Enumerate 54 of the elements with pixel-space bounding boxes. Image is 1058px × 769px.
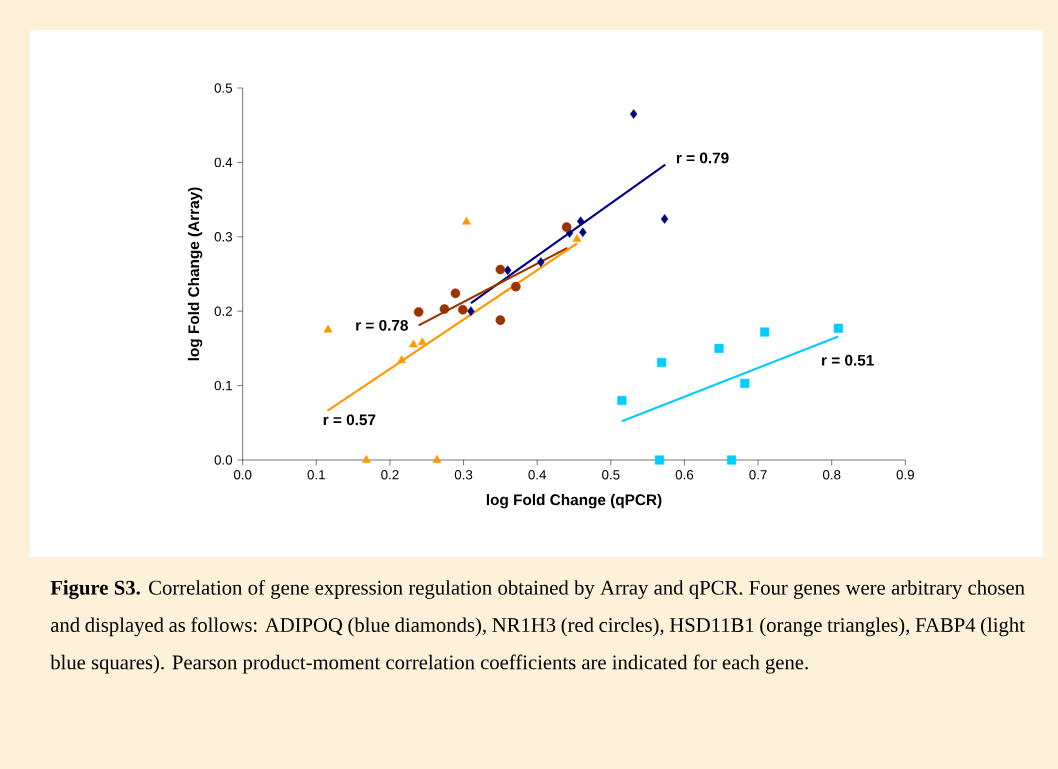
point [458,304,468,315]
y-tick-label: 0.2 [214,306,232,316]
point [432,454,442,463]
x-tick-label: 0.8 [822,470,841,480]
y-tick-label: 0.4 [214,157,233,168]
point [654,455,664,465]
point [833,323,843,333]
point [727,455,737,465]
x-tick-label: 0.0 [233,470,252,480]
x-tick-label: 0.2 [381,470,399,480]
point [467,306,475,316]
y-tick-label: 0.3 [214,232,233,242]
point [417,337,427,346]
y-axis-title: log Fold Change (Array) [187,187,203,361]
point [572,233,582,242]
point [760,327,770,337]
x-tick-label: 0.7 [749,470,767,480]
point [450,288,461,299]
x-axis-title: log Fold Change (qPCR) [486,493,662,509]
point [361,454,371,463]
point [660,214,669,224]
point [576,216,585,226]
point [409,339,418,348]
point [617,395,627,406]
text: Figure S3. Correlation of gene expression regulation obtained by Array and qPCR. Four genes were arbitrary chosen and displayed as follows: ADIPOQ (blue diamonds), NR1H3 (red circles), HSD11B1 (orange triangles), FABP4 (light blue squares). Pearson product-moment correlation coefficients are indicated for each gene. [50,579,1025,674]
x-tick-label: 0.6 [675,470,694,480]
annotation: r = 0.51 [822,354,874,366]
y-tick-label: 0.0 [214,455,233,465]
point [714,343,724,353]
point [413,307,424,317]
point [537,257,545,267]
point [462,216,471,225]
point [495,264,506,275]
point [579,227,587,238]
y-tick-label: 0.1 [214,380,232,391]
x-tick-label: 0.5 [602,470,620,480]
point [629,109,638,119]
point [323,324,333,333]
y-tick-label: 0.5 [214,83,233,93]
annotation: r = 0.57 [323,414,376,426]
annotation: r = 0.78 [356,319,408,331]
point [740,378,750,388]
annotation: r = 0.79 [676,152,729,164]
point [561,222,572,232]
x-tick-label: 0.4 [528,470,547,480]
point [495,315,506,325]
point [504,265,512,276]
point [439,304,450,314]
point [397,355,407,363]
point [511,281,521,292]
x-tick-label: 0.9 [896,470,914,480]
x-tick-label: 0.3 [454,470,473,480]
x-tick-label: 0.1 [307,470,325,480]
point [657,358,667,368]
